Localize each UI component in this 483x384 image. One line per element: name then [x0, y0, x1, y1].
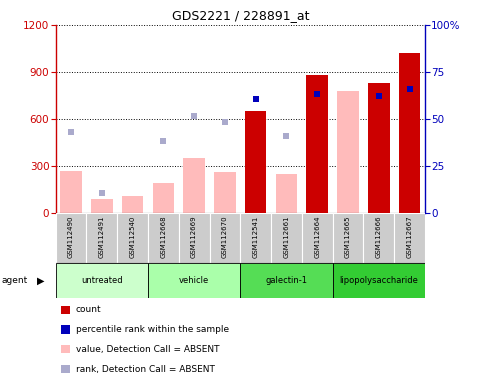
Bar [148, 263, 241, 298]
Bar [271, 213, 302, 263]
Text: count: count [76, 305, 101, 314]
Bar [153, 183, 174, 213]
Bar [245, 111, 267, 213]
Text: vehicle: vehicle [179, 276, 209, 285]
Bar [61, 365, 71, 373]
Text: GSM112667: GSM112667 [407, 216, 412, 258]
Text: GSM112665: GSM112665 [345, 216, 351, 258]
Bar [56, 213, 86, 263]
Bar [60, 171, 82, 213]
Bar [122, 196, 143, 213]
Bar [56, 263, 148, 298]
Bar [61, 325, 71, 334]
Bar [337, 91, 359, 213]
Text: untreated: untreated [81, 276, 123, 285]
Bar [91, 199, 113, 213]
Text: percentile rank within the sample: percentile rank within the sample [76, 325, 229, 334]
Bar [240, 263, 333, 298]
Bar [333, 213, 364, 263]
Text: GSM112540: GSM112540 [129, 216, 136, 258]
Text: GSM112541: GSM112541 [253, 216, 259, 258]
Bar [117, 213, 148, 263]
Text: GSM112666: GSM112666 [376, 216, 382, 258]
Text: GSM112664: GSM112664 [314, 216, 320, 258]
Bar [61, 306, 71, 314]
Text: GSM112669: GSM112669 [191, 216, 197, 258]
Bar [86, 213, 117, 263]
Bar [61, 345, 71, 353]
Text: GSM112661: GSM112661 [284, 216, 289, 258]
Bar [179, 213, 210, 263]
Text: agent: agent [1, 276, 28, 285]
Bar [148, 213, 179, 263]
Text: GSM112670: GSM112670 [222, 216, 228, 258]
Text: lipopolysaccharide: lipopolysaccharide [340, 276, 418, 285]
Bar [210, 213, 240, 263]
Bar [333, 263, 425, 298]
Text: rank, Detection Call = ABSENT: rank, Detection Call = ABSENT [76, 365, 215, 374]
Text: value, Detection Call = ABSENT: value, Detection Call = ABSENT [76, 345, 219, 354]
Bar [394, 213, 425, 263]
Bar [240, 213, 271, 263]
Text: galectin-1: galectin-1 [266, 276, 308, 285]
Bar [302, 213, 333, 263]
Bar [214, 172, 236, 213]
Bar [368, 83, 390, 213]
Bar [399, 53, 420, 213]
Bar [364, 213, 394, 263]
Text: GSM112491: GSM112491 [99, 216, 105, 258]
Text: GSM112490: GSM112490 [68, 216, 74, 258]
Title: GDS2221 / 228891_at: GDS2221 / 228891_at [171, 9, 309, 22]
Text: ▶: ▶ [37, 275, 45, 285]
Bar [184, 158, 205, 213]
Bar [276, 174, 297, 213]
Bar [307, 75, 328, 213]
Text: GSM112668: GSM112668 [160, 216, 166, 258]
